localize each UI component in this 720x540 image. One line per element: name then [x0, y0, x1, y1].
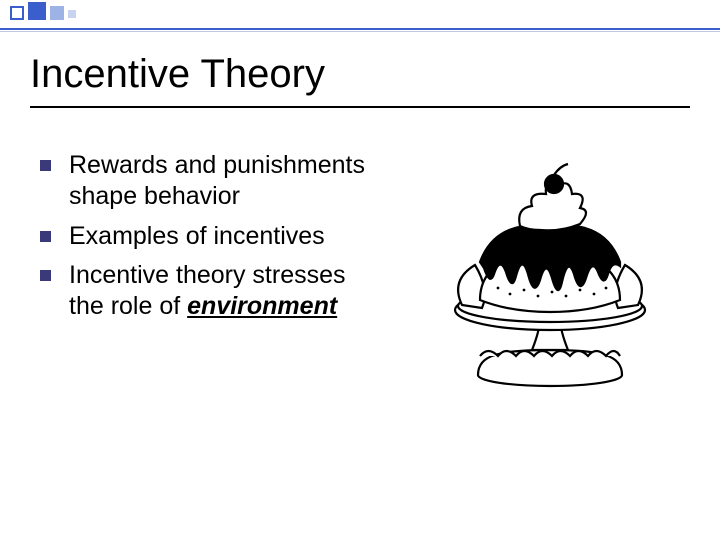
deco-square-light — [50, 6, 64, 20]
header-decoration — [0, 0, 720, 34]
bullet-list: Rewards and punishments shape behavior E… — [40, 150, 370, 330]
header-rule — [0, 28, 720, 30]
list-item: Rewards and punishments shape behavior — [40, 150, 370, 213]
bullet-text-emphasis: environment — [187, 292, 337, 320]
deco-square-outline — [10, 6, 24, 20]
list-item: Incentive theory stresses the role of en… — [40, 260, 370, 323]
deco-square-solid — [28, 2, 46, 20]
bullet-text: Examples of incentives — [69, 221, 325, 252]
slide-title: Incentive Theory — [30, 52, 325, 97]
dessert-illustration — [420, 160, 680, 390]
list-item: Examples of incentives — [40, 221, 370, 252]
bullet-text: Rewards and punishments shape behavior — [69, 150, 370, 213]
bullet-square-icon — [40, 270, 51, 281]
deco-square-tiny — [68, 10, 76, 18]
bullet-square-icon — [40, 231, 51, 242]
bullet-text: Incentive theory stresses the role of en… — [69, 260, 370, 323]
header-rule-light — [0, 31, 720, 32]
bullet-square-icon — [40, 160, 51, 171]
title-underline — [30, 106, 690, 108]
